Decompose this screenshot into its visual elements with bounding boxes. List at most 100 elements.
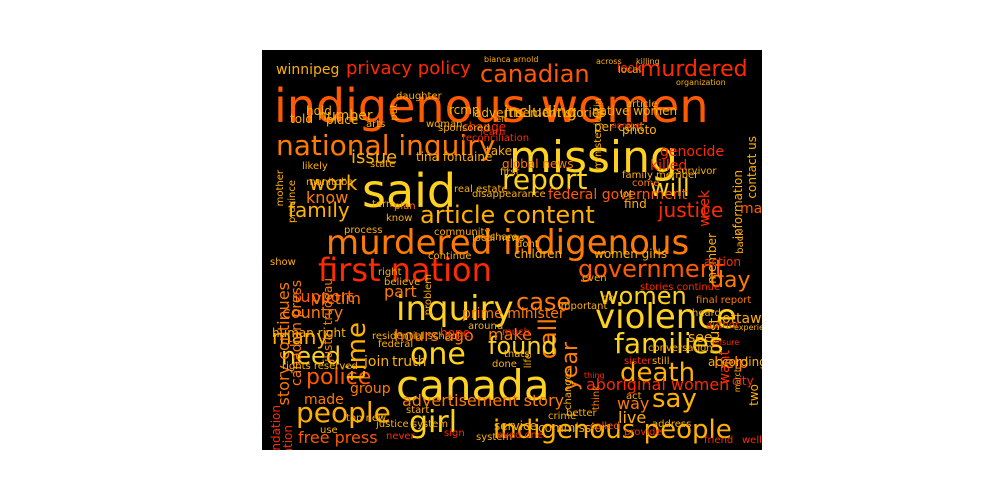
cloud-word: support [292, 287, 354, 306]
cloud-word: use [320, 425, 338, 436]
cloud-word: heard [692, 308, 721, 319]
cloud-word: national inquiry [276, 129, 496, 162]
cloud-word: see [688, 330, 713, 346]
cloud-word: act [626, 391, 642, 402]
cloud-word: missing [509, 132, 678, 183]
cloud-word: per cent [594, 120, 645, 134]
cloud-word: across [596, 57, 622, 66]
cloud-word: truth [392, 354, 427, 370]
cloud-word: say [652, 384, 697, 414]
cloud-word: ensure [712, 338, 740, 347]
cloud-word: provide [624, 427, 662, 438]
cloud-word: another [612, 121, 644, 130]
cloud-word: advertisement story [402, 391, 565, 410]
cloud-word: report [502, 163, 588, 196]
cloud-word: lot [620, 189, 633, 200]
cloud-word: work [309, 171, 358, 195]
cloud-word: prime minister [462, 306, 565, 322]
cloud-word: back [735, 230, 746, 254]
cloud-word: make [488, 325, 532, 344]
cloud-word: hold [306, 104, 332, 118]
cloud-word: justin trudeau [321, 278, 335, 362]
cloud-word: changes [563, 368, 574, 411]
cloud-word: residential school [372, 331, 460, 342]
cloud-word: part [384, 282, 417, 301]
cloud-word: survivor [676, 166, 717, 177]
cloud-word: woman [426, 119, 463, 130]
cloud-word: daughter [396, 91, 442, 102]
cloud-word: commission [538, 421, 610, 435]
cloud-word: may [740, 201, 762, 217]
cloud-word: show [270, 257, 296, 268]
cloud-word: address [652, 419, 692, 430]
cloud-word: minister justin [593, 98, 604, 170]
cloud-word: children [514, 247, 563, 261]
cloud-word: left [494, 115, 507, 124]
cloud-word: one [410, 337, 466, 372]
cloud-word: winnipeg [276, 62, 340, 78]
cloud-word: violence [595, 297, 737, 337]
cloud-word: right [378, 267, 402, 278]
cloud-word: take [486, 144, 512, 158]
cloud-word: well [742, 435, 762, 446]
cloud-word: community [434, 227, 491, 238]
cloud-word: dont [516, 239, 539, 250]
cloud-word: country [282, 303, 344, 322]
cloud-word: made [304, 392, 344, 408]
cloud-word: genocide [660, 144, 725, 160]
cloud-word: service [494, 419, 537, 433]
cloud-word: victim [312, 289, 362, 308]
cloud-word: arts [366, 119, 386, 130]
cloud-word: called [590, 421, 620, 432]
cloud-word: privacy policy [346, 58, 471, 79]
cloud-word: hours ago [394, 326, 474, 345]
cloud-word: place [326, 113, 359, 127]
cloud-word: continue [428, 251, 472, 262]
cloud-word: many [272, 325, 329, 349]
cloud-word: bianca arnold [484, 55, 539, 64]
cloud-word: live [618, 408, 647, 427]
cloud-word: put [389, 104, 400, 121]
cloud-word: according [708, 355, 762, 369]
cloud-word: including [504, 102, 577, 121]
cloud-word: indigenous women [274, 79, 709, 133]
cloud-word: family [288, 198, 350, 222]
cloud-word: sponsored [438, 123, 490, 134]
cloud-word: justice system [376, 419, 449, 430]
cloud-word: thing [584, 371, 605, 380]
cloud-word: murdered [640, 57, 748, 82]
cloud-word: native women [592, 104, 678, 118]
cloud-word: rights reserved [282, 361, 358, 372]
cloud-word: manitoba [306, 177, 354, 188]
cloud-word: friend [704, 435, 734, 446]
cloud-word: rcmp [449, 103, 480, 117]
cloud-word: still [652, 356, 670, 367]
cloud-word: human right [272, 326, 346, 340]
cloud-word: free press [298, 428, 378, 447]
cloud-word: article content [420, 201, 595, 229]
cloud-word: families [614, 327, 724, 360]
cloud-word: final report [696, 295, 752, 306]
cloud-word: photo [622, 123, 657, 137]
cloud-word: global news [502, 157, 574, 171]
cloud-word: disappearance [472, 189, 546, 200]
cloud-word: action [704, 255, 741, 269]
cloud-word: real estate [454, 184, 508, 195]
cloud-word: crime [548, 411, 577, 422]
cloud-word: inquiry [396, 289, 514, 329]
cloud-word: around [468, 321, 504, 332]
cloud-word: mother [275, 170, 286, 207]
cloud-word: justice [658, 198, 724, 222]
cloud-word: death [620, 358, 696, 388]
cloud-word: murdered indigenous [326, 223, 690, 263]
cloud-word: contact us [745, 136, 759, 199]
cloud-word: likely [302, 161, 328, 172]
cloud-word: local [618, 65, 642, 76]
cloud-word: start [406, 405, 430, 416]
cloud-word: police [306, 365, 372, 390]
cloud-word: indigenous people [493, 415, 732, 445]
cloud-word: family member [622, 170, 699, 181]
cloud-word: look [617, 61, 642, 75]
